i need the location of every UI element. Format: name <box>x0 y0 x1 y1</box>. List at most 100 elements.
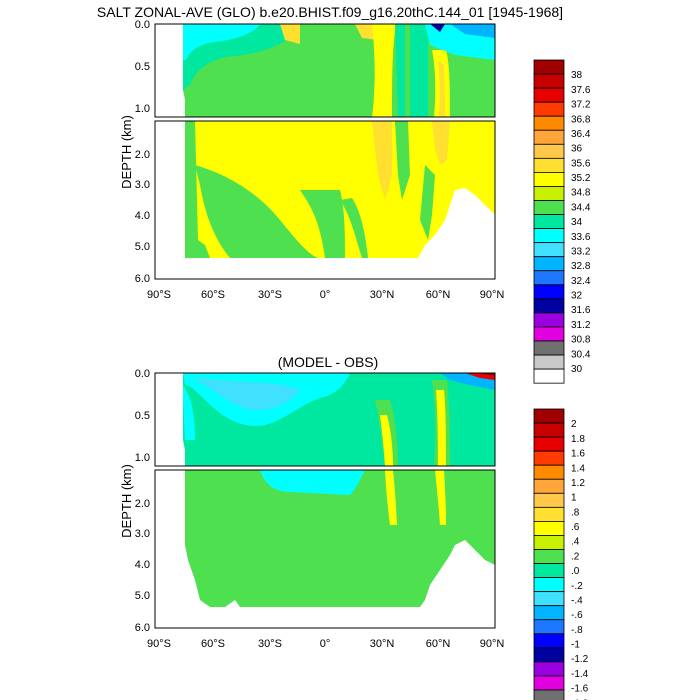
panel1-lower-frame <box>154 120 496 280</box>
colorbar-swatch <box>533 478 565 494</box>
colorbar-label: 31.6 <box>571 305 591 316</box>
colorbar-label: 34.8 <box>571 188 591 199</box>
p1-xtick: 0° <box>320 289 331 301</box>
colorbar-label: 31.2 <box>571 320 591 331</box>
p2-xtick: 90°N <box>480 638 505 650</box>
colorbar-swatch <box>533 619 565 635</box>
colorbar-label: -1.8 <box>571 698 589 700</box>
colorbar-label: 1.2 <box>571 478 585 489</box>
colorbar-label: -.2 <box>571 581 583 592</box>
colorbar-label: 34.4 <box>571 202 591 213</box>
colorbar-label: 32.4 <box>571 276 591 287</box>
panel2-ylabel: DEPTH (km) <box>119 464 134 538</box>
colorbar-swatch <box>533 340 565 356</box>
colorbar-label: 1.4 <box>571 463 585 474</box>
colorbar-swatch <box>533 647 565 663</box>
colorbar-label: .8 <box>571 507 580 518</box>
p2-ytick: 3.0 <box>135 528 150 540</box>
panel2-lower-frame <box>154 469 496 629</box>
p2-ytick: 0.0 <box>135 368 150 380</box>
colorbar-swatch <box>533 408 565 424</box>
p2-ytick: 0.5 <box>135 410 150 422</box>
p2-xtick: 60°S <box>201 638 225 650</box>
panel1-ylabel: DEPTH (km) <box>119 115 134 189</box>
colorbar-label: 33.2 <box>571 246 591 257</box>
colorbar-label: 37.6 <box>571 85 591 96</box>
colorbar-label: 33.6 <box>571 232 591 243</box>
colorbar-swatch <box>533 436 565 452</box>
panel2-upper-field <box>155 373 495 466</box>
colorbar-swatch <box>533 492 565 508</box>
panel1-upper-field <box>155 24 495 117</box>
colorbar-swatch <box>533 171 565 187</box>
colorbar-swatch <box>533 689 565 700</box>
panel1-title: SALT ZONAL-AVE (GLO) b.e20.BHIST.f09_g16… <box>97 4 563 20</box>
p1-xtick: 60°N <box>426 289 451 301</box>
panel1-lower-field <box>155 121 495 279</box>
p2-xtick: 90°S <box>147 638 171 650</box>
panel1-x-ticks: 90°S 60°S 30°S 0° 30°N 60°N 90°N <box>147 289 504 301</box>
colorbar-swatch <box>533 143 565 159</box>
colorbar-label: 38 <box>571 70 583 81</box>
p1-ytick: 1.0 <box>135 103 150 115</box>
p1-ytick: 0.5 <box>135 61 150 73</box>
colorbar-swatch <box>533 312 565 328</box>
colorbar-label: 1.6 <box>571 449 585 460</box>
colorbar-label: 32 <box>571 291 583 302</box>
colorbar-swatch <box>533 521 565 536</box>
colorbar-swatch <box>533 101 565 117</box>
p1-xtick: 30°N <box>370 289 395 301</box>
panel1-upper-frame <box>154 23 496 118</box>
p2-ytick: 4.0 <box>135 559 150 571</box>
colorbar-swatch <box>533 535 565 550</box>
colorbar-label: 37.2 <box>571 100 591 111</box>
colorbar-label: 30.8 <box>571 335 591 346</box>
colorbar-label: 36.4 <box>571 129 591 140</box>
colorbar-swatch <box>533 59 565 75</box>
panel1-colorbar: 38 37.6 37.2 36.8 36.4 36 35.6 35.2 34.8 34.4 34 33… <box>533 59 591 384</box>
colorbar-swatch <box>533 270 565 286</box>
p1-ytick: 6.0 <box>135 273 150 285</box>
panel1-y-ticks: 0.0 0.5 1.0 2.0 3.0 4.0 5.0 6.0 <box>135 19 150 285</box>
p1-xtick: 30°S <box>258 289 282 301</box>
colorbar-swatch <box>533 506 565 522</box>
colorbar-swatch <box>533 450 565 466</box>
p2-ytick: 6.0 <box>135 622 150 634</box>
colorbar-label: -.8 <box>571 625 583 636</box>
colorbar-label: 32.8 <box>571 261 591 272</box>
colorbar-label: .2 <box>571 551 580 562</box>
colorbar-swatch <box>533 284 565 300</box>
panel2-colorbar: 21.81.61.41.21.8.6.4.2.0-.2-.4-.6-.8-1-1… <box>533 408 589 700</box>
colorbar-label: 35.6 <box>571 158 591 169</box>
colorbar-swatch <box>533 464 565 480</box>
colorbar-swatch <box>533 577 565 593</box>
colorbar-label: -1.2 <box>571 654 589 665</box>
colorbar-label: .0 <box>571 566 580 577</box>
colorbar-label: -.4 <box>571 595 583 606</box>
colorbar-swatch <box>533 214 565 230</box>
p1-ytick: 4.0 <box>135 210 150 222</box>
colorbar-swatch <box>533 354 565 370</box>
panel2-x-ticks: 90°S 60°S 30°S 0° 30°N 60°N 90°N <box>147 638 504 650</box>
colorbar-swatch <box>533 256 565 272</box>
colorbar-swatch <box>533 675 565 691</box>
colorbar-swatch <box>533 298 565 314</box>
p2-ytick: 2.0 <box>135 498 150 510</box>
colorbar-label: 1.8 <box>571 434 585 445</box>
colorbar-label: -1.4 <box>571 669 589 680</box>
colorbar-swatch <box>533 368 565 384</box>
colorbar-label: -1.6 <box>571 684 589 695</box>
p1-ytick: 3.0 <box>135 179 150 191</box>
colorbar-label: -.6 <box>571 610 583 621</box>
panel2-y-ticks: 0.0 0.5 1.0 2.0 3.0 4.0 5.0 6.0 <box>135 368 150 634</box>
p2-xtick: 30°N <box>370 638 395 650</box>
p2-ytick: 1.0 <box>135 452 150 464</box>
colorbar-label: 36.8 <box>571 114 591 125</box>
p1-xtick: 60°S <box>201 289 225 301</box>
colorbar-swatch <box>533 549 565 564</box>
colorbar-swatch <box>533 422 565 438</box>
colorbar-swatch <box>533 326 565 342</box>
panel2-title: (MODEL - OBS) <box>278 354 379 370</box>
colorbar-swatch <box>533 242 565 258</box>
colorbar-label: 30 <box>571 364 583 375</box>
